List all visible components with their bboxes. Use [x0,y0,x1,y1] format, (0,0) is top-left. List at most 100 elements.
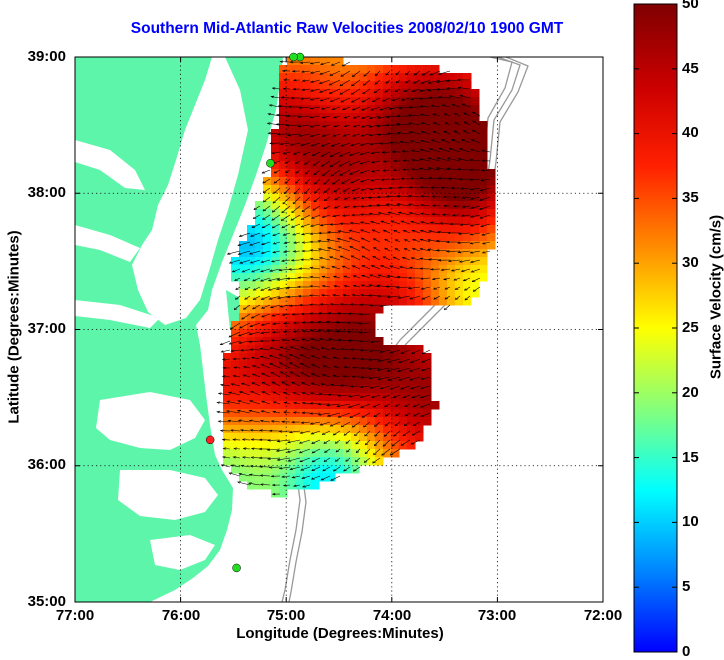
velocity-cell [287,409,296,418]
velocity-cell [359,217,368,226]
velocity-cell [423,369,432,378]
velocity-cell [359,345,368,354]
velocity-cell [367,401,376,410]
velocity-cell [399,169,408,178]
velocity-cell [255,281,264,290]
velocity-cell [303,137,312,146]
velocity-cell [391,185,400,194]
velocity-cell [319,217,328,226]
velocity-cell [359,121,368,130]
velocity-cell [335,153,344,162]
velocity-cell [415,225,424,234]
velocity-cell [431,153,440,162]
velocity-cell [343,81,352,90]
velocity-cell [319,385,328,394]
velocity-cell [359,353,368,362]
velocity-cell [295,393,304,402]
velocity-cell [479,145,488,154]
velocity-cell [327,153,336,162]
velocity-cell [287,113,296,122]
colorbar-tick-label: 20 [682,384,699,401]
velocity-cell [343,217,352,226]
velocity-cell [351,337,360,346]
velocity-cell [375,225,384,234]
velocity-cell [319,57,328,66]
velocity-cell [479,265,488,274]
velocity-cell [327,393,336,402]
velocity-cell [303,113,312,122]
velocity-cell [399,145,408,154]
velocity-cell [423,169,432,178]
velocity-cell [327,137,336,146]
velocity-cell [239,313,248,322]
velocity-cell [447,113,456,122]
colorbar-tick-label: 0 [682,643,690,660]
velocity-cell [423,385,432,394]
velocity-cell [295,105,304,114]
velocity-cell [455,129,464,138]
velocity-cell [447,97,456,106]
velocity-cell [399,185,408,194]
velocity-cell [263,193,272,202]
radar-station-marker [290,53,298,61]
y-tick-label: 38:00 [14,184,66,201]
velocity-cell [311,209,320,218]
colorbar [634,4,677,652]
velocity-cell [463,281,472,290]
velocity-cell [343,305,352,314]
velocity-cell [343,449,352,458]
velocity-cell [295,249,304,258]
velocity-cell [303,57,312,66]
velocity-cell [423,409,432,418]
velocity-cell [287,201,296,210]
velocity-cell [439,273,448,282]
velocity-cell [375,241,384,250]
velocity-cell [295,361,304,370]
velocity-cell [367,73,376,82]
velocity-cell [407,145,416,154]
velocity-cell [367,353,376,362]
velocity-cell [439,233,448,242]
velocity-cell [351,393,360,402]
velocity-cell [487,185,496,194]
velocity-cell [287,297,296,306]
velocity-cell [351,465,360,474]
velocity-cell [383,177,392,186]
velocity-cell [223,449,232,458]
velocity-cell [327,81,336,90]
velocity-cell [463,161,472,170]
velocity-cell [255,273,264,282]
velocity-cell [271,377,280,386]
velocity-cell [239,281,248,290]
velocity-cell [391,129,400,138]
velocity-cell [415,425,424,434]
velocity-cell [335,129,344,138]
velocity-cell [247,441,256,450]
velocity-cell [311,337,320,346]
velocity-cell [231,385,240,394]
velocity-cell [239,361,248,370]
velocity-cell [367,153,376,162]
velocity-cell [319,305,328,314]
velocity-cell [351,105,360,114]
velocity-cell [415,233,424,242]
velocity-cell [407,233,416,242]
velocity-cell [375,89,384,98]
velocity-cell [375,273,384,282]
velocity-cell [319,177,328,186]
velocity-cell [367,433,376,442]
velocity-cell [431,185,440,194]
velocity-cell [303,441,312,450]
velocity-cell [303,185,312,194]
velocity-cell [343,65,352,74]
velocity-cell [439,121,448,130]
velocity-cell [303,177,312,186]
velocity-cell [383,425,392,434]
velocity-cell [271,473,280,482]
colorbar-tick-label: 15 [682,449,699,466]
velocity-cell [327,377,336,386]
velocity-cell [239,305,248,314]
velocity-cell [327,273,336,282]
velocity-cell [423,209,432,218]
velocity-cell [271,409,280,418]
